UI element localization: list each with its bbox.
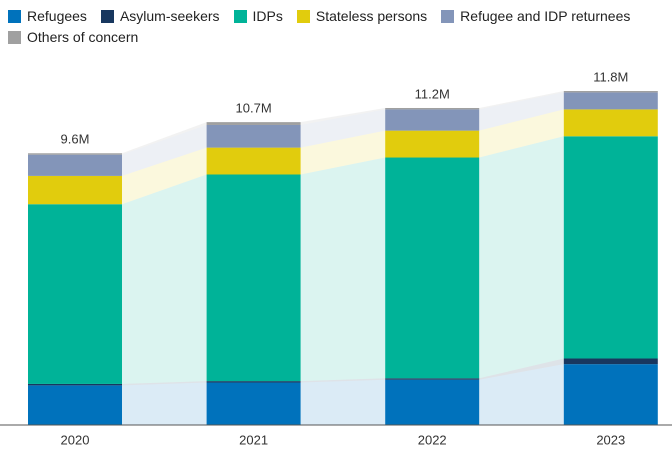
legend-label: Refugee and IDP returnees bbox=[460, 8, 631, 24]
bar-segment bbox=[563, 358, 658, 365]
legend-label: Refugees bbox=[27, 8, 87, 24]
legend-item: Stateless persons bbox=[296, 6, 428, 27]
flow-band bbox=[300, 157, 386, 382]
legend-label: Asylum-seekers bbox=[119, 8, 220, 24]
bar-segment bbox=[206, 147, 301, 175]
bar-segment bbox=[385, 130, 480, 158]
bar-segment bbox=[28, 383, 122, 386]
flow-band bbox=[122, 147, 207, 205]
bar-segment bbox=[385, 378, 480, 380]
bar-segment bbox=[385, 379, 480, 425]
bar-segment bbox=[385, 107, 480, 110]
bar-segment bbox=[28, 154, 122, 176]
flow-band bbox=[300, 379, 386, 425]
legend-item: Asylum-seekers bbox=[100, 6, 220, 27]
bar-segment bbox=[563, 92, 658, 110]
flow-band bbox=[479, 358, 564, 380]
legend-item: Refugee and IDP returnees bbox=[441, 6, 630, 27]
flow-band bbox=[479, 92, 564, 131]
flow-band bbox=[479, 91, 564, 110]
flow-band bbox=[479, 109, 564, 158]
flow-band bbox=[122, 381, 207, 386]
flow-band bbox=[122, 122, 207, 155]
bar-segment bbox=[206, 174, 301, 382]
flow-band bbox=[300, 109, 386, 148]
flow-band bbox=[122, 174, 207, 384]
bar-segment bbox=[206, 124, 301, 148]
total-label: 9.6M bbox=[61, 132, 90, 147]
bar-segment bbox=[563, 109, 658, 137]
flow-band bbox=[300, 130, 386, 175]
legend-item: Others of concern bbox=[8, 27, 138, 48]
x-tick-label: 2020 bbox=[61, 432, 90, 447]
legend-swatch bbox=[100, 10, 114, 23]
legend-swatch bbox=[296, 10, 310, 23]
legend-item: IDPs bbox=[233, 6, 283, 27]
legend: Refugees Asylum-seekers IDPs Stateless pers… bbox=[8, 6, 648, 48]
bar-segment bbox=[28, 175, 122, 205]
flow-band bbox=[479, 364, 564, 425]
bar-segment bbox=[206, 122, 301, 125]
bar-segment bbox=[385, 157, 480, 379]
legend-swatch bbox=[8, 31, 21, 44]
flow-band bbox=[300, 378, 386, 383]
bar-segment bbox=[28, 153, 122, 155]
x-tick-label: 2022 bbox=[418, 432, 447, 447]
legend-label: Stateless persons bbox=[315, 8, 428, 24]
total-label: 11.2M bbox=[415, 86, 450, 101]
total-label: 10.7M bbox=[236, 101, 272, 116]
legend-item: Refugees bbox=[8, 6, 87, 27]
bar-segment bbox=[28, 204, 122, 384]
bar-segment bbox=[563, 136, 658, 359]
legend-label: Others of concern bbox=[27, 29, 139, 45]
total-label: 11.8M bbox=[593, 69, 628, 84]
bar-segment bbox=[206, 382, 301, 425]
bar-segment bbox=[385, 109, 480, 131]
bar-segment bbox=[563, 91, 658, 93]
flow-band bbox=[122, 124, 207, 176]
flow-band bbox=[479, 136, 564, 379]
bar-segment bbox=[206, 381, 301, 383]
legend-swatch bbox=[441, 10, 455, 23]
legend-swatch bbox=[8, 10, 21, 23]
x-tick-label: 2021 bbox=[239, 432, 268, 447]
legend-label: IDPs bbox=[252, 8, 283, 24]
flow-band bbox=[300, 107, 386, 125]
bar-segment bbox=[28, 385, 122, 425]
flow-band bbox=[122, 382, 207, 425]
x-tick-label: 2023 bbox=[596, 432, 625, 447]
bar-segment bbox=[563, 364, 658, 425]
flow-bands bbox=[122, 91, 564, 425]
legend-swatch bbox=[233, 10, 247, 23]
